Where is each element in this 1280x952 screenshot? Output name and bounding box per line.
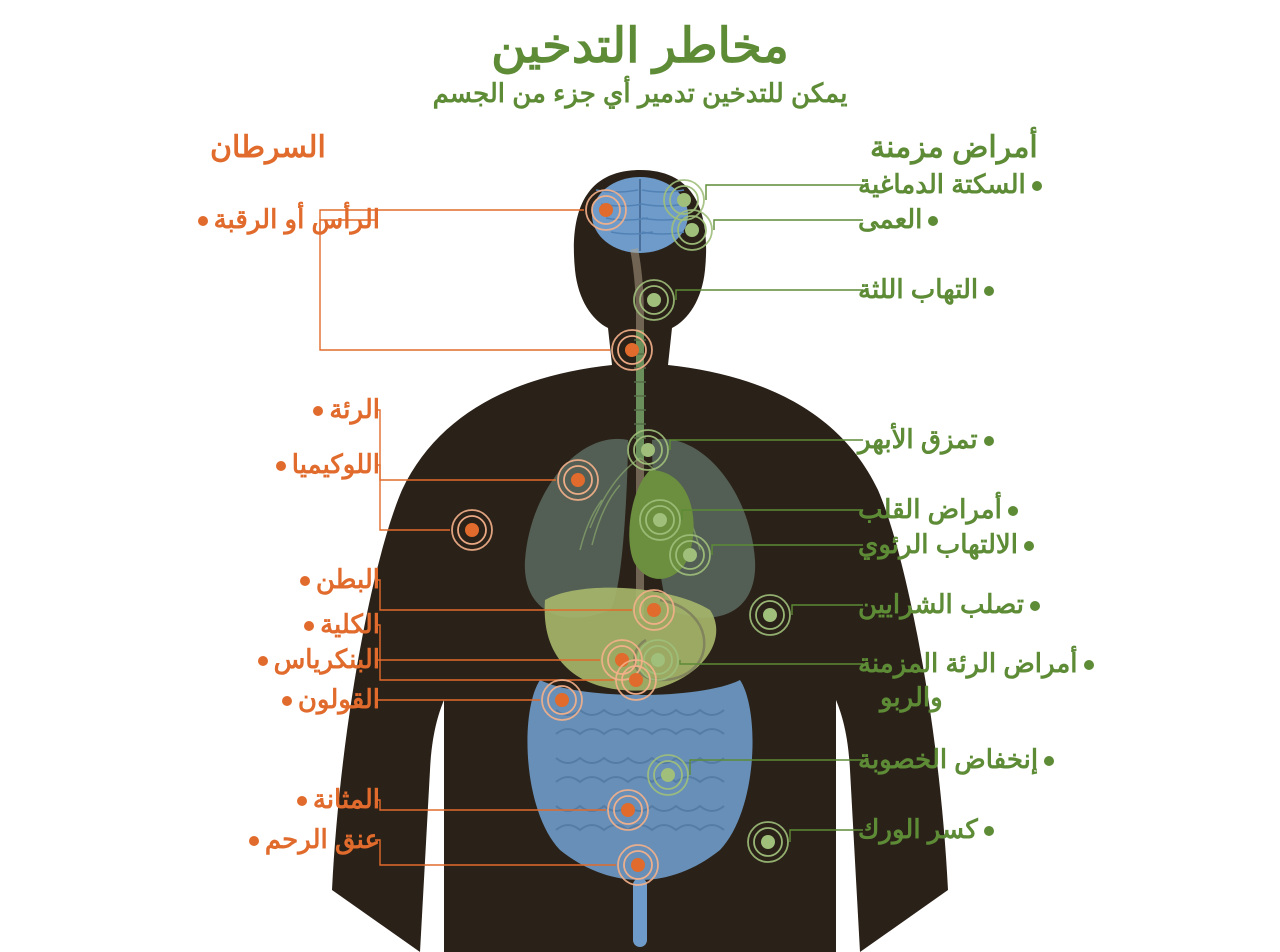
label-right-3: تمزق الأبهر (858, 424, 1000, 455)
label-right-6: تصلب الشرايين (858, 589, 1046, 620)
bullet-icon (297, 796, 307, 806)
label-left-2: اللوكيميا (270, 449, 380, 480)
label-right-2: التهاب اللثة (858, 274, 1000, 305)
bullet-icon (282, 696, 292, 706)
bullet-icon (249, 836, 259, 846)
label-right-8: إنخفاض الخصوبة (858, 744, 1060, 775)
bullet-icon (1044, 756, 1054, 766)
bullet-icon (984, 826, 994, 836)
diagram-canvas (0, 0, 1280, 952)
label-left-4: الكلية (298, 609, 380, 640)
bullet-icon (984, 436, 994, 446)
page-title: مخاطر التدخين (491, 18, 789, 74)
bullet-icon (313, 406, 323, 416)
page-subtitle: يمكن للتدخين تدمير أي جزء من الجسم (433, 78, 848, 109)
header-cancer: السرطان (210, 130, 326, 165)
label-left-7: المثانة (291, 784, 380, 815)
bullet-icon (304, 621, 314, 631)
bullet-icon (300, 576, 310, 586)
label-right-4: أمراض القلب (858, 494, 1024, 525)
label-left-3: البطن (294, 564, 380, 595)
label-right-1: العمى (858, 204, 944, 235)
bullet-icon (276, 461, 286, 471)
bullet-icon (928, 216, 938, 226)
bullet-icon (984, 286, 994, 296)
bullet-icon (258, 656, 268, 666)
bullet-icon (198, 216, 208, 226)
bullet-icon (1030, 601, 1040, 611)
label-left-5: البنكرياس (252, 644, 380, 675)
label-right-7-line2: والربو (880, 682, 943, 713)
label-left-8: عنق الرحم (243, 824, 380, 855)
label-left-0: الرأس أو الرقبة (192, 204, 380, 235)
label-right-7: أمراض الرئة المزمنة (858, 648, 1100, 679)
label-left-6: القولون (276, 684, 380, 715)
bullet-icon (1024, 541, 1034, 551)
label-left-1: الرئة (307, 394, 380, 425)
header-chronic: أمراض مزمنة (870, 130, 1038, 165)
label-right-0: السكتة الدماغية (858, 169, 1048, 200)
bullet-icon (1008, 506, 1018, 516)
bullet-icon (1084, 660, 1094, 670)
bullet-icon (1032, 181, 1042, 191)
label-right-9: كسر الورك (858, 814, 1000, 845)
label-right-5: الالتهاب الرئوي (858, 529, 1040, 560)
